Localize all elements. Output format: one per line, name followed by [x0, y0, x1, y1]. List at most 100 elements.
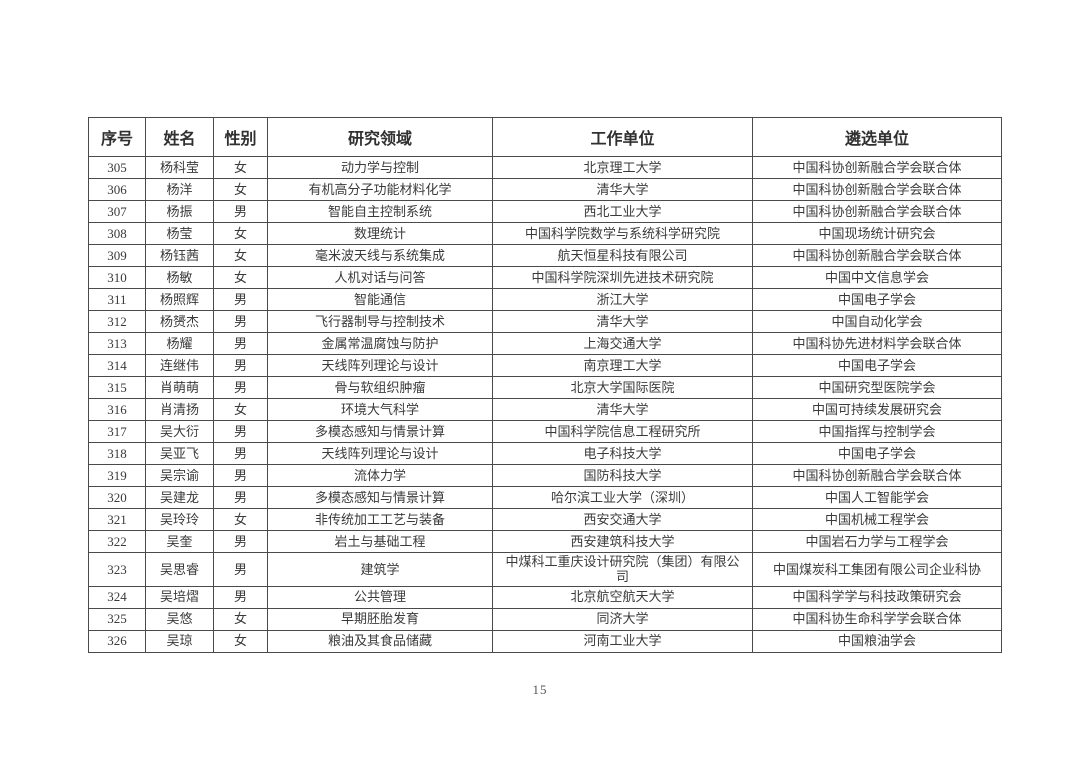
cell-gender: 男 [213, 552, 268, 587]
cell-gender: 男 [213, 442, 268, 465]
cell-work-unit: 上海交通大学 [492, 332, 753, 355]
table-row: 318 吴亚飞男天线阵列理论与设计 电子科技大学 中国电子学会 [88, 442, 1002, 465]
cell-no: 308 [88, 222, 146, 245]
table-row: 321 吴玲玲女非传统加工工艺与装备 西安交通大学 中国机械工程学会 [88, 508, 1002, 531]
table-header: 序号 姓名 性别 研究领域 工作单位 遴选单位 [88, 117, 1002, 157]
cell-selection-unit: 中国粮油学会 [752, 629, 1002, 653]
cell-gender: 男 [213, 354, 268, 377]
cell-selection-unit: 中国科协先进材料学会联合体 [752, 332, 1002, 355]
cell-selection-unit: 中国现场统计研究会 [752, 222, 1002, 245]
cell-no: 306 [88, 178, 146, 201]
cell-work-unit: 哈尔滨工业大学（深圳） [492, 486, 753, 509]
cell-work-unit: 中国科学院深圳先进技术研究院 [492, 266, 753, 289]
cell-field: 公共管理 [267, 585, 493, 609]
cell-selection-unit: 中国电子学会 [752, 288, 1002, 311]
cell-gender: 女 [213, 244, 268, 267]
cell-gender: 女 [213, 398, 268, 421]
cell-work-unit: 清华大学 [492, 310, 753, 333]
cell-name: 吴建龙 [145, 486, 214, 509]
cell-field: 动力学与控制 [267, 156, 493, 179]
cell-selection-unit: 中国电子学会 [752, 354, 1002, 377]
cell-no: 311 [88, 288, 146, 311]
table-row: 314 连继伟男天线阵列理论与设计 南京理工大学 中国电子学会 [88, 354, 1002, 377]
cell-selection-unit: 中国科协创新融合学会联合体 [752, 244, 1002, 267]
cell-no: 312 [88, 310, 146, 333]
cell-field: 智能通信 [267, 288, 493, 311]
cell-no: 307 [88, 200, 146, 223]
cell-no: 325 [88, 607, 146, 631]
cell-field: 早期胚胎发育 [267, 607, 493, 631]
cell-gender: 女 [213, 178, 268, 201]
cell-no: 316 [88, 398, 146, 421]
cell-name: 吴奎 [145, 530, 214, 553]
table-row: 306 杨洋女有机高分子功能材料化学 清华大学 中国科协创新融合学会联合体 [88, 178, 1002, 201]
cell-selection-unit: 中国人工智能学会 [752, 486, 1002, 509]
cell-no: 326 [88, 629, 146, 653]
cell-name: 吴悠 [145, 607, 214, 631]
cell-no: 320 [88, 486, 146, 509]
cell-gender: 男 [213, 420, 268, 443]
cell-work-unit: 浙江大学 [492, 288, 753, 311]
cell-field: 环境大气科学 [267, 398, 493, 421]
cell-selection-unit: 中国科学学与科技政策研究会 [752, 585, 1002, 609]
cell-selection-unit: 中国科协创新融合学会联合体 [752, 464, 1002, 487]
header-cell-name: 姓名 [145, 117, 214, 157]
cell-work-unit: 中国科学院数学与系统科学研究院 [492, 222, 753, 245]
cell-no: 317 [88, 420, 146, 443]
cell-name: 杨洋 [145, 178, 214, 201]
cell-gender: 男 [213, 530, 268, 553]
cell-field: 毫米波天线与系统集成 [267, 244, 493, 267]
header-cell-gender: 性别 [213, 117, 268, 157]
cell-field: 流体力学 [267, 464, 493, 487]
cell-selection-unit: 中国电子学会 [752, 442, 1002, 465]
cell-gender: 女 [213, 607, 268, 631]
cell-field: 天线阵列理论与设计 [267, 354, 493, 377]
roster-table: 序号 姓名 性别 研究领域 工作单位 遴选单位 305 杨科莹女动力学与控制 北京理… [88, 117, 1002, 653]
cell-name: 肖萌萌 [145, 376, 214, 399]
cell-field: 有机高分子功能材料化学 [267, 178, 493, 201]
cell-no: 313 [88, 332, 146, 355]
cell-gender: 男 [213, 288, 268, 311]
table-row: 307 杨振男智能自主控制系统 西北工业大学 中国科协创新融合学会联合体 [88, 200, 1002, 223]
cell-field: 建筑学 [267, 552, 493, 587]
cell-name: 吴琼 [145, 629, 214, 653]
cell-gender: 男 [213, 376, 268, 399]
cell-name: 吴玲玲 [145, 508, 214, 531]
table-row: 310 杨敏女人机对话与问答 中国科学院深圳先进技术研究院 中国中文信息学会 [88, 266, 1002, 289]
cell-name: 吴大衍 [145, 420, 214, 443]
cell-work-unit: 北京理工大学 [492, 156, 753, 179]
cell-field: 飞行器制导与控制技术 [267, 310, 493, 333]
cell-gender: 男 [213, 585, 268, 609]
cell-no: 305 [88, 156, 146, 179]
table-row: 312 杨赟杰男飞行器制导与控制技术 清华大学 中国自动化学会 [88, 310, 1002, 333]
cell-selection-unit: 中国科协生命科学学会联合体 [752, 607, 1002, 631]
header-cell-selection-unit: 遴选单位 [752, 117, 1002, 157]
cell-no: 310 [88, 266, 146, 289]
header-cell-work-unit: 工作单位 [492, 117, 753, 157]
cell-name: 吴思睿 [145, 552, 214, 587]
table-row: 313 杨耀男金属常温腐蚀与防护 上海交通大学 中国科协先进材料学会联合体 [88, 332, 1002, 355]
cell-work-unit: 北京大学国际医院 [492, 376, 753, 399]
table-row: 323 吴思睿男建筑学 中煤科工重庆设计研究院（集团）有限公司 中国煤炭科工集团有限公… [88, 552, 1002, 587]
cell-work-unit: 北京航空航天大学 [492, 585, 753, 609]
cell-field: 人机对话与问答 [267, 266, 493, 289]
header-row: 序号 姓名 性别 研究领域 工作单位 遴选单位 [88, 117, 1002, 157]
cell-gender: 女 [213, 222, 268, 245]
cell-name: 杨照辉 [145, 288, 214, 311]
cell-gender: 男 [213, 200, 268, 223]
cell-name: 杨敏 [145, 266, 214, 289]
cell-field: 多模态感知与情景计算 [267, 420, 493, 443]
page-number: 15 [532, 682, 548, 697]
header-cell-field: 研究领域 [267, 117, 493, 157]
cell-name: 杨振 [145, 200, 214, 223]
cell-name: 杨科莹 [145, 156, 214, 179]
cell-selection-unit: 中国机械工程学会 [752, 508, 1002, 531]
cell-selection-unit: 中国可持续发展研究会 [752, 398, 1002, 421]
cell-gender: 女 [213, 156, 268, 179]
table-row: 320 吴建龙男多模态感知与情景计算 哈尔滨工业大学（深圳） 中国人工智能学会 [88, 486, 1002, 509]
cell-field: 骨与软组织肿瘤 [267, 376, 493, 399]
cell-work-unit: 国防科技大学 [492, 464, 753, 487]
cell-gender: 女 [213, 629, 268, 653]
cell-work-unit: 西安交通大学 [492, 508, 753, 531]
cell-name: 吴培熠 [145, 585, 214, 609]
